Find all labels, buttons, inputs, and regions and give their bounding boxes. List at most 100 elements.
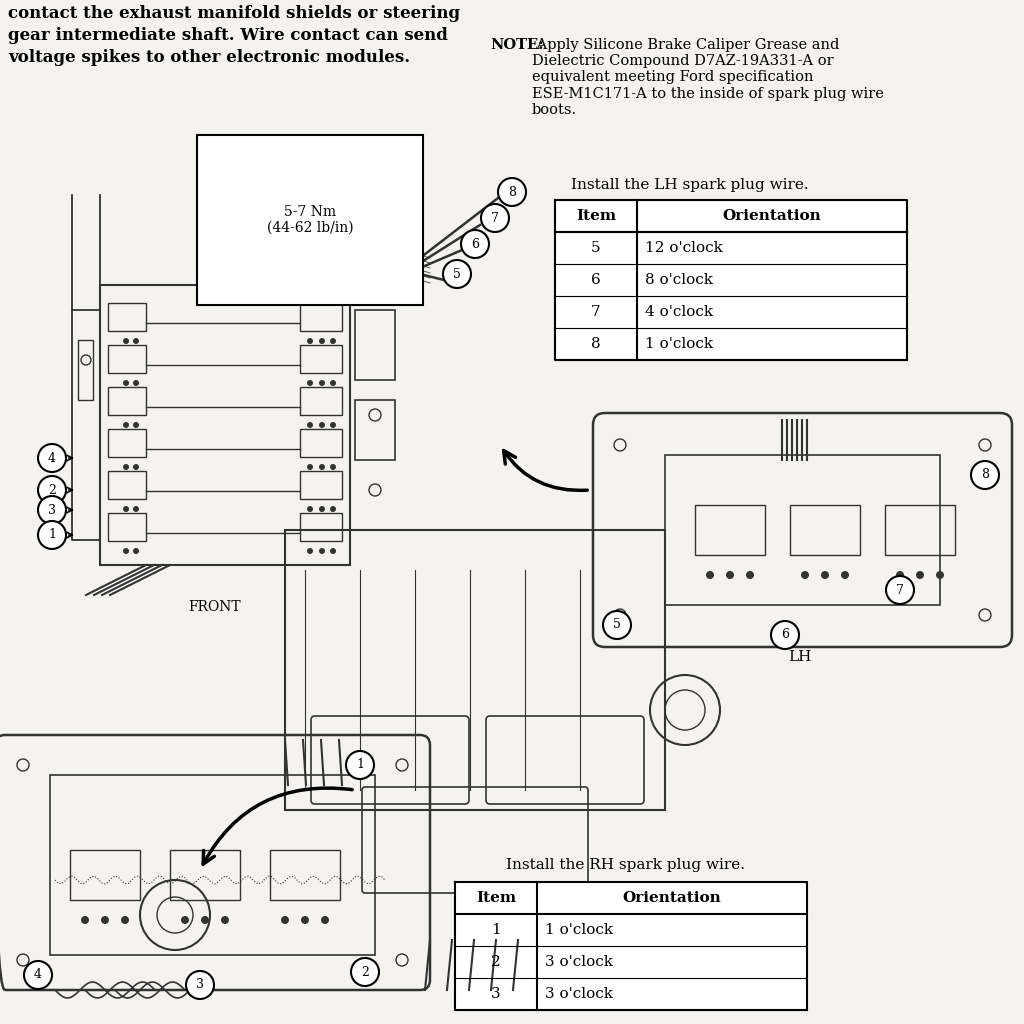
Circle shape: [38, 476, 66, 504]
Text: 8 o'clock: 8 o'clock: [645, 273, 713, 287]
Circle shape: [886, 575, 914, 604]
Bar: [78, 340, 93, 400]
Bar: [108, 471, 146, 499]
Circle shape: [771, 621, 799, 649]
Text: 4: 4: [48, 452, 56, 465]
Circle shape: [123, 464, 129, 470]
Circle shape: [123, 506, 129, 512]
Bar: [300, 387, 342, 415]
Bar: [108, 303, 146, 331]
Circle shape: [801, 571, 809, 579]
Bar: [695, 505, 765, 555]
Circle shape: [330, 464, 336, 470]
Circle shape: [38, 444, 66, 472]
Text: 3 o'clock: 3 o'clock: [545, 987, 613, 1001]
Text: 5-7 Nm
(44-62 lb/in): 5-7 Nm (44-62 lb/in): [266, 205, 353, 236]
Circle shape: [123, 380, 129, 386]
Text: 1: 1: [356, 759, 364, 771]
Circle shape: [133, 422, 139, 428]
Circle shape: [481, 204, 509, 232]
Text: LH: LH: [788, 650, 812, 664]
Circle shape: [321, 916, 329, 924]
Circle shape: [307, 380, 313, 386]
Circle shape: [123, 548, 129, 554]
Circle shape: [498, 178, 526, 206]
Bar: [270, 850, 340, 900]
Circle shape: [330, 422, 336, 428]
Bar: [355, 310, 395, 380]
Bar: [665, 455, 940, 605]
Text: 4: 4: [34, 969, 42, 981]
Text: 1 o'clock: 1 o'clock: [645, 337, 713, 351]
Bar: [108, 345, 146, 373]
Circle shape: [896, 571, 904, 579]
Text: 2: 2: [492, 955, 501, 969]
Circle shape: [346, 751, 374, 779]
Circle shape: [307, 464, 313, 470]
Text: 5: 5: [613, 618, 621, 632]
Bar: [555, 200, 907, 360]
Text: 8: 8: [591, 337, 601, 351]
Text: 6: 6: [591, 273, 601, 287]
Circle shape: [24, 961, 52, 989]
Text: 5: 5: [591, 241, 601, 255]
Circle shape: [221, 916, 229, 924]
Circle shape: [319, 338, 325, 344]
Circle shape: [746, 571, 754, 579]
Text: 7: 7: [591, 305, 601, 319]
Text: Install the RH spark plug wire.: Install the RH spark plug wire.: [506, 858, 744, 872]
Circle shape: [123, 422, 129, 428]
Circle shape: [38, 521, 66, 549]
Circle shape: [821, 571, 829, 579]
Circle shape: [38, 496, 66, 524]
Circle shape: [461, 230, 489, 258]
Bar: [455, 882, 807, 1010]
Circle shape: [443, 260, 471, 288]
Bar: [170, 850, 240, 900]
Text: Item: Item: [476, 891, 516, 905]
Text: 3: 3: [492, 987, 501, 1001]
Text: 12 o'clock: 12 o'clock: [645, 241, 723, 255]
Bar: [300, 345, 342, 373]
Bar: [108, 387, 146, 415]
Text: Install the LH spark plug wire.: Install the LH spark plug wire.: [571, 178, 809, 193]
Text: 7: 7: [896, 584, 904, 597]
Circle shape: [319, 464, 325, 470]
Bar: [355, 400, 395, 460]
Bar: [108, 513, 146, 541]
Circle shape: [319, 506, 325, 512]
Circle shape: [133, 380, 139, 386]
Text: FRONT: FRONT: [188, 600, 242, 614]
Circle shape: [81, 916, 89, 924]
FancyArrowPatch shape: [203, 788, 352, 864]
Text: 3: 3: [196, 979, 204, 991]
Circle shape: [351, 958, 379, 986]
Text: 4 o'clock: 4 o'clock: [645, 305, 713, 319]
Text: Apply Silicone Brake Caliper Grease and
Dielectric Compound D7AZ-19A331-A or
equ: Apply Silicone Brake Caliper Grease and …: [532, 38, 884, 117]
Text: 8: 8: [508, 185, 516, 199]
Text: gear intermediate shaft. Wire contact can send: gear intermediate shaft. Wire contact ca…: [8, 27, 447, 44]
Bar: [70, 850, 140, 900]
Text: 6: 6: [471, 238, 479, 251]
Text: 3 o'clock: 3 o'clock: [545, 955, 613, 969]
Circle shape: [307, 548, 313, 554]
Bar: [790, 505, 860, 555]
Text: 2: 2: [48, 483, 56, 497]
Circle shape: [133, 338, 139, 344]
Text: 1: 1: [492, 923, 501, 937]
Text: Orientation: Orientation: [623, 891, 721, 905]
Circle shape: [281, 916, 289, 924]
Circle shape: [971, 461, 999, 489]
Circle shape: [201, 916, 209, 924]
Circle shape: [841, 571, 849, 579]
Circle shape: [133, 506, 139, 512]
Circle shape: [726, 571, 734, 579]
Circle shape: [307, 422, 313, 428]
Text: Orientation: Orientation: [723, 209, 821, 223]
FancyArrowPatch shape: [504, 451, 587, 490]
Circle shape: [101, 916, 109, 924]
Circle shape: [330, 338, 336, 344]
Circle shape: [307, 338, 313, 344]
Circle shape: [301, 916, 309, 924]
Text: 7: 7: [492, 212, 499, 224]
